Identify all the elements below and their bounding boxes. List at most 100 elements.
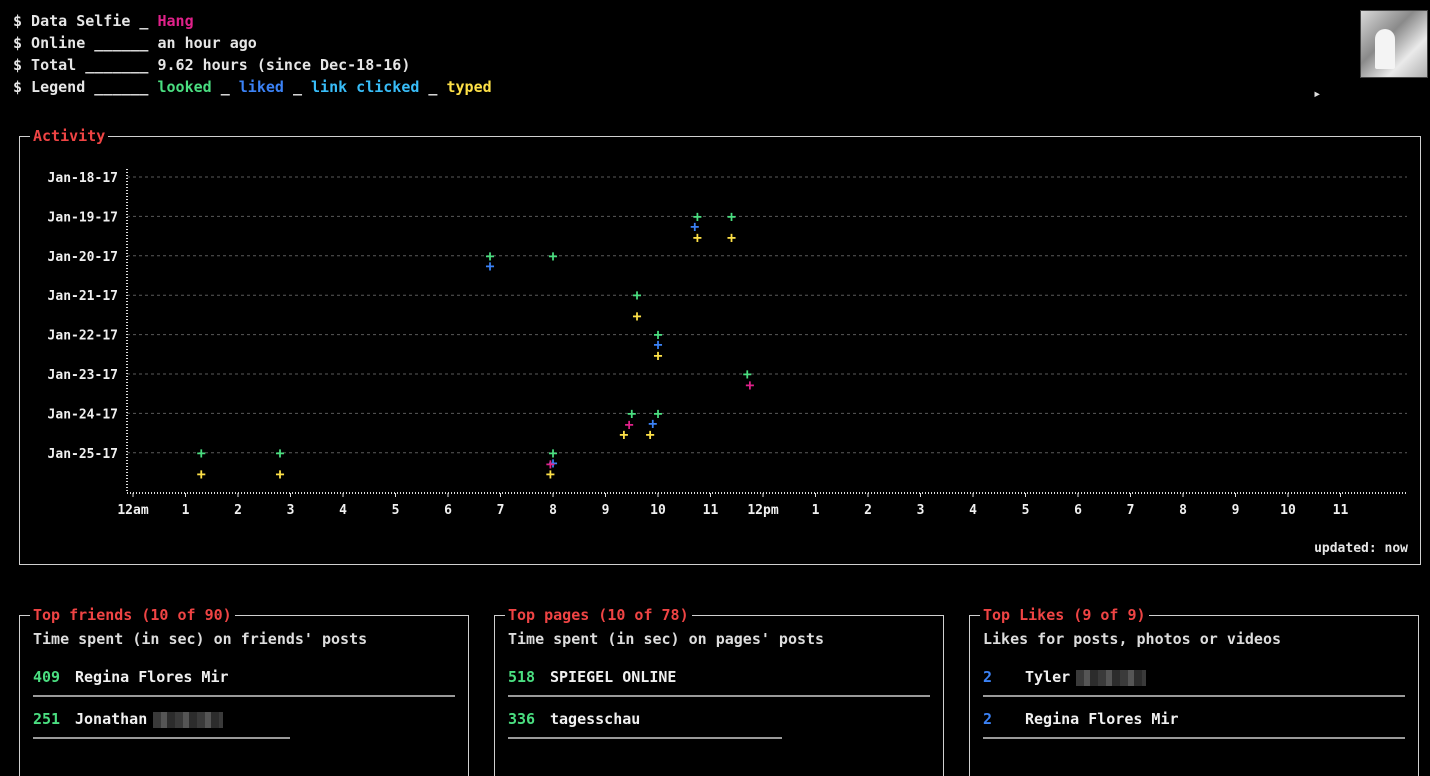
x-tick-label: 2 bbox=[864, 503, 872, 518]
looked-point: + bbox=[693, 207, 702, 225]
liked-point: + bbox=[548, 454, 557, 472]
x-tick-label: 7 bbox=[1127, 503, 1135, 518]
profile-thumbnail[interactable] bbox=[1360, 10, 1428, 78]
online-value: an hour ago bbox=[157, 34, 257, 52]
title-line: $ Data Selfie _ Hang bbox=[13, 10, 492, 32]
typed-point: + bbox=[632, 307, 641, 325]
looked-point: + bbox=[653, 404, 662, 422]
looked-point: + bbox=[548, 247, 557, 265]
x-tick-label: 9 bbox=[1232, 503, 1240, 518]
x-tick-label: 9 bbox=[602, 503, 610, 518]
x-tick-label: 10 bbox=[650, 503, 666, 518]
typed-point: + bbox=[619, 425, 628, 443]
page-bar bbox=[508, 695, 930, 697]
like-name: Tyler bbox=[1025, 668, 1147, 686]
looked-point: + bbox=[632, 286, 641, 304]
activity-chart: Jan-18-17 Jan-19-17 Jan-20-17 Jan-21-17 Jan-… bbox=[48, 169, 1407, 518]
like-bar bbox=[983, 737, 1405, 739]
updated-status: updated: now bbox=[1314, 541, 1408, 556]
other-point: + bbox=[625, 415, 634, 433]
like-count-value: 2 bbox=[983, 668, 993, 686]
x-tick-label: 6 bbox=[1074, 503, 1082, 518]
list-item[interactable]: 251 Jonathan bbox=[33, 710, 455, 746]
y-tick-label: Jan-24-17 bbox=[48, 407, 118, 422]
looked-point: + bbox=[653, 326, 662, 344]
list-item[interactable]: 2 Tyler bbox=[983, 668, 1405, 704]
list-item[interactable]: 518 SPIEGEL ONLINE bbox=[508, 668, 930, 704]
x-tick-label: 10 bbox=[1280, 503, 1296, 518]
x-tick-label: 6 bbox=[444, 503, 452, 518]
total-value: 9.62 hours (since Dec-18-16) bbox=[157, 56, 411, 74]
title-prefix: $ Data Selfie _ bbox=[13, 12, 158, 30]
y-tick-label: Jan-25-17 bbox=[48, 447, 118, 462]
liked-point: + bbox=[653, 336, 662, 354]
friend-name: Regina Flores Mir bbox=[75, 668, 229, 686]
typed-point: + bbox=[197, 465, 206, 483]
activity-title: Activity bbox=[30, 126, 109, 146]
top-friends-title: Top friends (10 of 90) bbox=[30, 605, 235, 625]
legend-label: $ Legend ______ bbox=[13, 78, 158, 96]
legend-line: $ Legend ______ looked _ liked _ link cl… bbox=[13, 76, 492, 98]
list-item[interactable]: 2 Regina Flores Mir bbox=[983, 710, 1405, 746]
redacted-block bbox=[1076, 669, 1147, 686]
top-likes-subtitle: Likes for posts, photos or videos bbox=[983, 630, 1282, 648]
friend-time-value: 251 bbox=[33, 710, 61, 728]
looked-point: + bbox=[275, 444, 284, 462]
redacted-block bbox=[153, 711, 224, 728]
like-name: Regina Flores Mir bbox=[1025, 710, 1179, 728]
header-info: $ Data Selfie _ Hang $ Online ______ an … bbox=[13, 10, 492, 98]
legend-sep: _ bbox=[211, 78, 239, 96]
friend-bar bbox=[33, 737, 291, 739]
x-tick-label: 5 bbox=[1022, 503, 1030, 518]
x-tick-label: 1 bbox=[182, 503, 190, 518]
looked-point: + bbox=[485, 247, 494, 265]
user-name: Hang bbox=[157, 12, 194, 30]
x-tick-label: 5 bbox=[392, 503, 400, 518]
top-pages-subtitle: Time spent (in sec) on pages' posts bbox=[508, 630, 825, 648]
looked-point: + bbox=[727, 207, 736, 225]
typed-point: + bbox=[693, 228, 702, 246]
y-tick-label: Jan-23-17 bbox=[48, 368, 118, 383]
y-tick-label: Jan-18-17 bbox=[48, 171, 118, 186]
list-item[interactable]: 409 Regina Flores Mir bbox=[33, 668, 455, 704]
x-tick-label: 8 bbox=[1179, 503, 1187, 518]
legend-looked: looked bbox=[157, 78, 212, 96]
y-tick-label: Jan-21-17 bbox=[48, 289, 118, 304]
online-line: $ Online ______ an hour ago bbox=[13, 32, 492, 54]
legend-typed: typed bbox=[446, 78, 492, 96]
looked-point: + bbox=[197, 444, 206, 462]
liked-point: + bbox=[648, 414, 657, 432]
top-likes-panel: Top Likes (9 of 9) Likes for posts, phot… bbox=[969, 605, 1419, 776]
online-label: $ Online ______ bbox=[13, 34, 158, 52]
top-pages-panel: Top pages (10 of 78) Time spent (in sec)… bbox=[494, 605, 944, 776]
typed-point: + bbox=[546, 465, 555, 483]
page-time-value: 518 bbox=[508, 668, 536, 686]
y-tick-label: Jan-20-17 bbox=[48, 250, 118, 265]
activity-panel: Activity Jan-18-17 Jan-19-17 Jan-20-17 Jan-… bbox=[19, 126, 1421, 565]
looked-point: + bbox=[627, 404, 636, 422]
y-tick-label: Jan-22-17 bbox=[48, 329, 118, 344]
typed-point: + bbox=[727, 228, 736, 246]
page-name: SPIEGEL ONLINE bbox=[550, 668, 677, 686]
typed-point: + bbox=[653, 347, 662, 365]
looked-point: + bbox=[548, 444, 557, 462]
x-tick-label: 12pm bbox=[747, 503, 778, 518]
other-point: + bbox=[745, 376, 754, 394]
other-point: + bbox=[546, 455, 555, 473]
page-time-value: 336 bbox=[508, 710, 536, 728]
x-tick-label: 8 bbox=[549, 503, 557, 518]
friend-bar bbox=[33, 695, 455, 697]
legend-liked: liked bbox=[238, 78, 284, 96]
total-label: $ Total _______ bbox=[13, 56, 158, 74]
top-pages-title: Top pages (10 of 78) bbox=[505, 605, 692, 625]
typed-point: + bbox=[275, 465, 284, 483]
liked-point: + bbox=[690, 217, 699, 235]
friend-time-value: 409 bbox=[33, 668, 61, 686]
total-line: $ Total _______ 9.62 hours (since Dec-18… bbox=[13, 54, 492, 76]
list-item[interactable]: 336 tagesschau bbox=[508, 710, 930, 746]
page-name: tagesschau bbox=[550, 710, 641, 728]
like-count-value: 2 bbox=[983, 710, 993, 728]
legend-sep: _ bbox=[419, 78, 447, 96]
page-bar bbox=[508, 737, 783, 739]
y-tick-label: Jan-19-17 bbox=[48, 210, 118, 225]
